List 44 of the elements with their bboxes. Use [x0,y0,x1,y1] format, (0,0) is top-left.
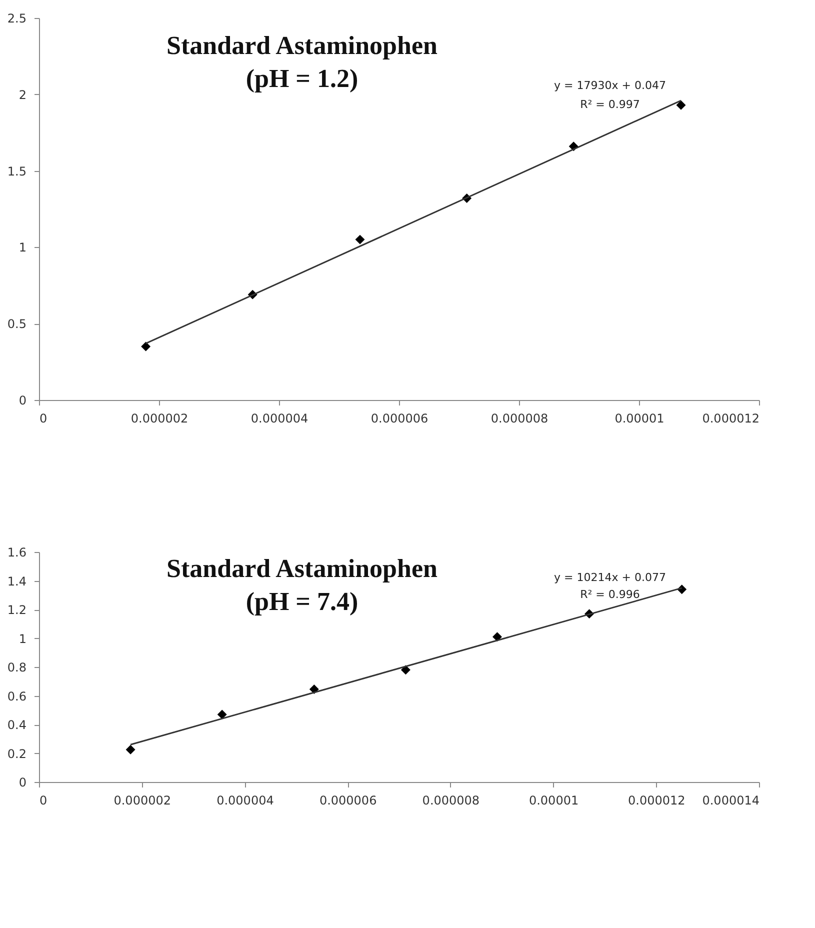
text: (pH = 7.4) [246,587,358,616]
x-tick-label: 0.00001 [614,412,664,426]
point [217,710,227,720]
x-tick-label: 0.000002 [114,794,171,808]
x-tick-label: 0.000006 [319,794,377,808]
y-tick-label: 2.5 [7,12,26,26]
y-tick-label: 0.5 [7,317,26,332]
point [355,234,365,244]
text: (pH = 1.2) [246,64,358,93]
y-tick-label: 0 [18,776,26,790]
chart-title: Standard Astaminophen [166,554,438,583]
y-tick-label: 0.6 [7,689,26,704]
annotation: y = 17930x + 0.047 [554,79,666,92]
point [492,632,502,642]
x-tick-label: 0.000006 [370,412,428,426]
point [141,342,151,352]
y-tick-label: 1.2 [7,603,26,617]
x-tick-label: 0.000014 [702,794,760,808]
x-tick-label: 0.000008 [490,412,548,426]
y-tick-label: 1 [18,240,26,255]
x-tick-label: 0.000008 [422,794,480,808]
annotation: R² = 0.996 [580,588,640,601]
x-tick-label: 0.000004 [216,794,274,808]
y-tick-label: 0 [18,394,26,408]
annotation: y = 10214x + 0.077 [554,571,666,584]
x-tick-label: 0.000012 [702,412,760,426]
y-tick-label: 0.2 [7,746,26,761]
point [126,744,136,754]
x-tick-label: 0.000012 [628,794,686,808]
y-tick-label: 1 [18,632,26,646]
y-tick-label: 1.4 [7,574,26,588]
x-tick-label: 0.000004 [250,412,308,426]
x-tick-label: 0 [40,412,48,426]
x-tick-label: 0.00001 [528,794,579,808]
y-tick-label: 0.8 [7,660,26,674]
x-tick-label: 0.000002 [130,412,188,426]
text: Standard Astaminophen [166,31,438,60]
y-tick-label: 1.5 [7,164,26,178]
x-tick-label: 0 [40,794,48,808]
point [676,100,686,110]
y-tick-label: 0.4 [7,718,26,732]
y-tick-label: 1.6 [7,546,26,560]
y-tick-label: 2 [18,88,26,102]
annotation: R² = 0.997 [580,98,640,111]
